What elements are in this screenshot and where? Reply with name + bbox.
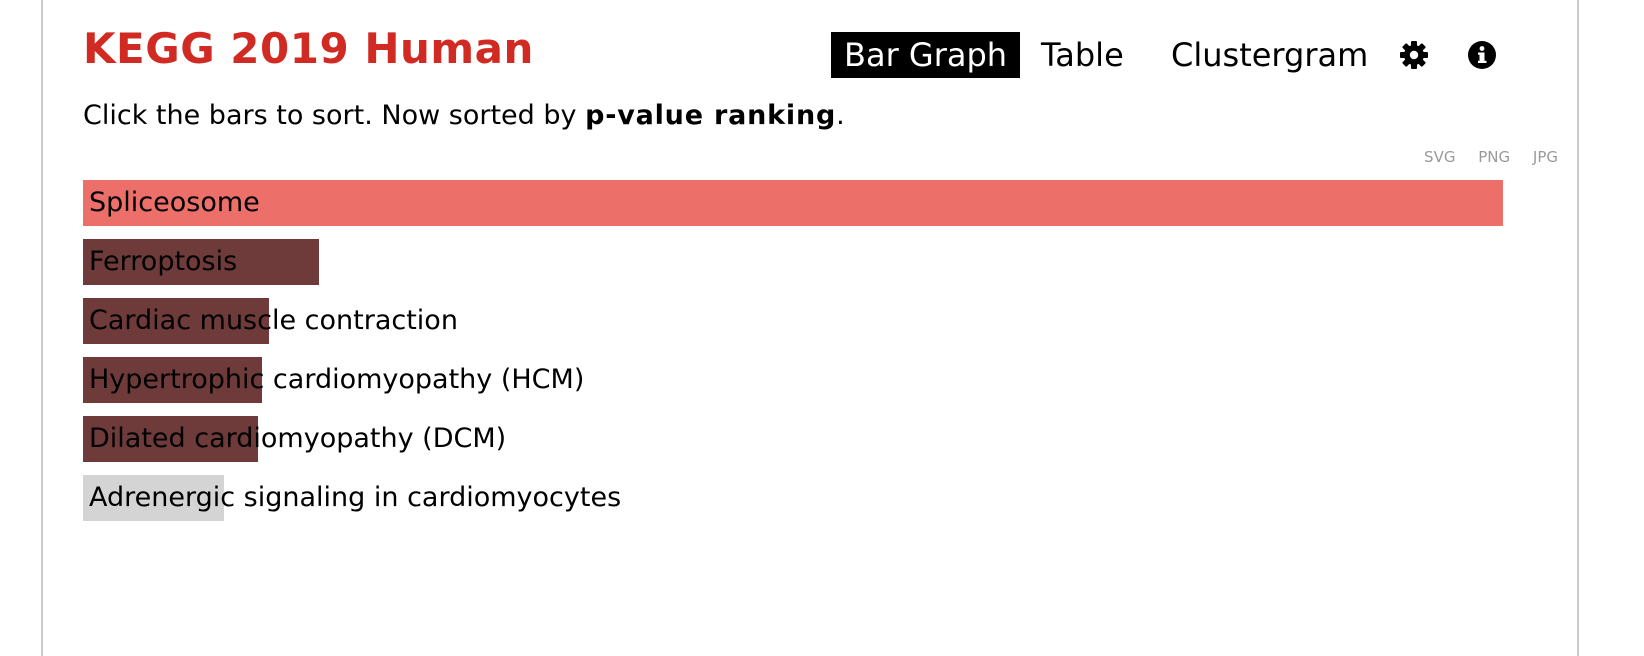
bar-label: Cardiac muscle contraction	[89, 305, 458, 336]
bar[interactable]	[83, 416, 258, 462]
bar-row[interactable]: Ferroptosis	[83, 239, 1503, 285]
export-jpg-link[interactable]: JPG	[1532, 148, 1558, 166]
bar-row[interactable]: Cardiac muscle contraction	[83, 298, 1503, 344]
bar-row[interactable]: Hypertrophic cardiomyopathy (HCM)	[83, 357, 1503, 403]
page-title: KEGG 2019 Human	[83, 24, 534, 73]
bar-chart: Spliceosome Ferroptosis Cardiac muscle con…	[83, 180, 1503, 540]
gear-icon[interactable]	[1398, 39, 1430, 71]
instructions-text: Click the bars to sort. Now sorted by	[83, 100, 586, 131]
bar-row[interactable]: Adrenergic signaling in cardiomyocytes	[83, 475, 1503, 521]
chart-panel	[41, 0, 1579, 656]
export-svg-link[interactable]: SVG	[1424, 148, 1456, 166]
sort-key: p-value ranking	[585, 100, 837, 131]
bar[interactable]	[83, 239, 319, 285]
export-links: SVG PNG JPG	[1406, 148, 1558, 166]
bar-label: Dilated cardiomyopathy (DCM)	[89, 423, 507, 454]
bar-row[interactable]: Spliceosome	[83, 180, 1503, 226]
instructions-suffix: .	[836, 100, 845, 131]
bar-label: Adrenergic signaling in cardiomyocytes	[89, 482, 622, 513]
export-png-link[interactable]: PNG	[1478, 148, 1511, 166]
sort-instructions: Click the bars to sort. Now sorted by p-…	[83, 100, 845, 131]
bar[interactable]	[83, 475, 224, 521]
bar-label: Spliceosome	[89, 187, 260, 218]
tab-clustergram[interactable]: Clustergram	[1171, 36, 1369, 74]
bar[interactable]	[83, 357, 262, 403]
bar[interactable]	[83, 298, 269, 344]
bar-label: Ferroptosis	[89, 246, 238, 277]
info-icon[interactable]	[1466, 39, 1498, 71]
tab-table[interactable]: Table	[1041, 36, 1124, 74]
bar-label: Hypertrophic cardiomyopathy (HCM)	[89, 364, 585, 395]
bar[interactable]	[83, 180, 1503, 226]
tab-bar-graph[interactable]: Bar Graph	[831, 32, 1021, 78]
bar-row[interactable]: Dilated cardiomyopathy (DCM)	[83, 416, 1503, 462]
